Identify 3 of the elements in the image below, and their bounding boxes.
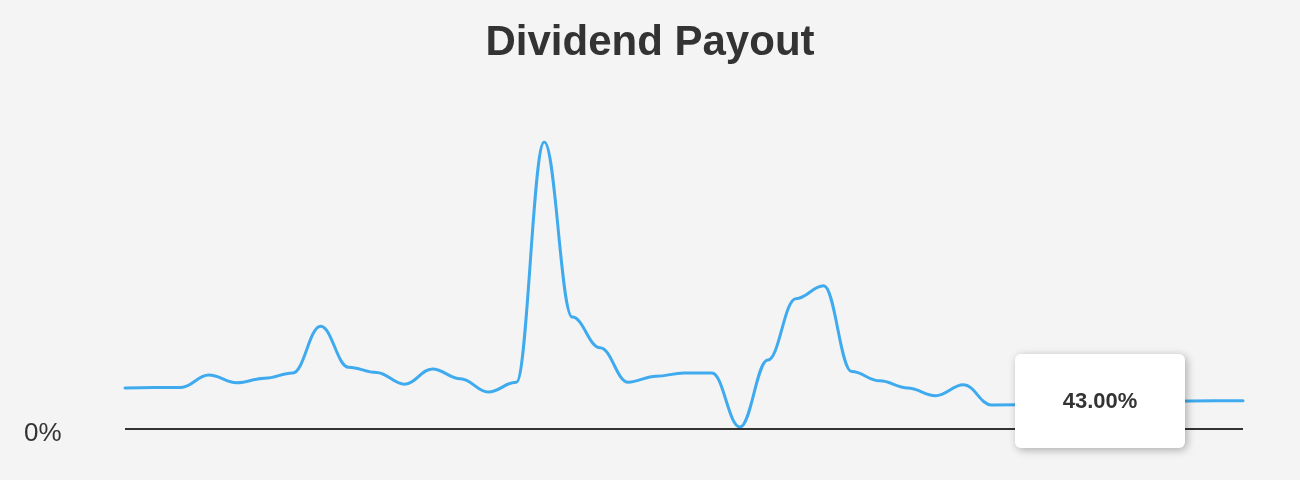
callout: 43.00% [1015,353,1186,448]
chart-title: Dividend Payout [485,16,815,64]
text: 0% [24,417,62,447]
